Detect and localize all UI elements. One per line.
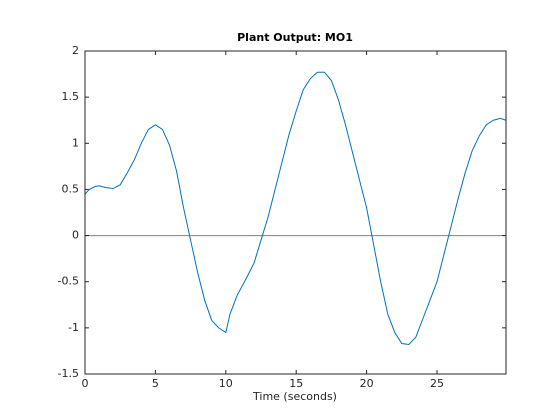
x-tick-label: 15	[289, 377, 303, 390]
x-tick-label: 0	[82, 377, 89, 390]
y-tick-label: -1	[68, 321, 79, 334]
y-tick-label: 0	[72, 229, 79, 242]
data-line	[84, 71, 507, 345]
x-tick-label: 20	[360, 377, 374, 390]
x-tick-label: 5	[152, 377, 159, 390]
x-tick-label: 10	[219, 377, 233, 390]
chart-title: Plant Output: MO1	[237, 31, 353, 44]
y-tick-label: -0.5	[58, 275, 79, 288]
y-tick-label: 1.5	[62, 90, 80, 103]
y-tick-label: 1	[72, 136, 79, 149]
axes-box	[84, 50, 507, 375]
x-axis-label: Time (seconds)	[252, 390, 337, 403]
y-tick-label: 2	[72, 44, 79, 57]
y-tick-label: 0.5	[62, 182, 80, 195]
x-tick-label: 25	[430, 377, 444, 390]
y-tick-label: -1.5	[58, 367, 79, 380]
